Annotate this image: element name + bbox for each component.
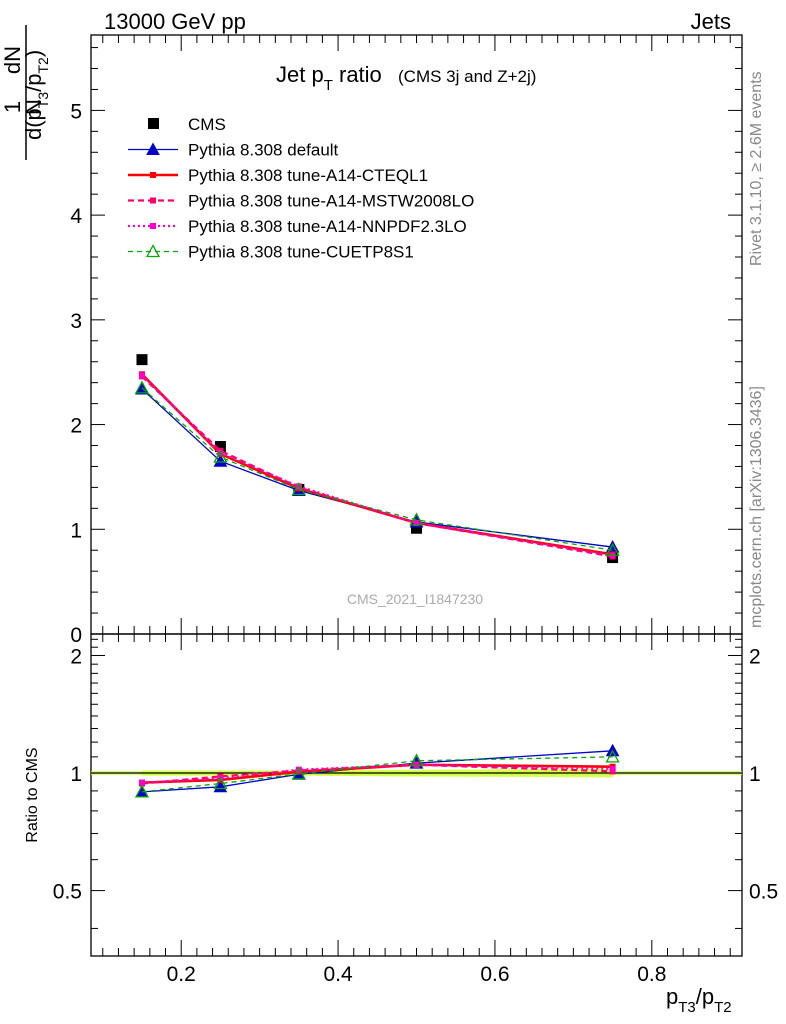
legend-label-nnpdf: Pythia 8.308 tune-A14-NNPDF2.3LO bbox=[188, 217, 467, 236]
ratio-y-tick-label-left: 0.5 bbox=[53, 881, 82, 904]
legend-label-default: Pythia 8.308 default bbox=[188, 141, 339, 160]
x-tick-label: 0.4 bbox=[323, 963, 353, 986]
ratio-marker-nnpdf bbox=[609, 765, 616, 772]
main-y-tick-label: 2 bbox=[70, 415, 82, 438]
legend-marker-cteql1 bbox=[150, 172, 156, 178]
ratio-marker-cuetp8s1 bbox=[605, 749, 620, 763]
main-marker-nnpdf bbox=[138, 372, 145, 379]
main-marker-cuetp8s1 bbox=[134, 380, 150, 394]
legend-marker-mstw bbox=[150, 197, 156, 204]
legend: CMS Pythia 8.308 default Pythia 8.308 tune… bbox=[128, 115, 474, 262]
main-marker-cuetp8s1 bbox=[409, 512, 424, 526]
plot-title-main: Jet p bbox=[276, 62, 324, 87]
ratio-y-tick-label-left: 1 bbox=[70, 763, 82, 786]
cms-data-point bbox=[214, 441, 226, 453]
ratio-y-axis-label: Ratio to CMS bbox=[24, 747, 41, 842]
cms-data-point bbox=[411, 522, 422, 534]
header-right: Jets bbox=[691, 9, 731, 34]
legend-label-mstw: Pythia 8.308 tune-A14-MSTW2008LO bbox=[188, 192, 474, 211]
legend-entry-mstw: Pythia 8.308 tune-A14-MSTW2008LO bbox=[128, 192, 474, 211]
main-axis-ticks: 0 1 2 3 4 5 bbox=[70, 35, 742, 647]
x-tick-label: 0.8 bbox=[637, 963, 666, 986]
ratio-marker-nnpdf bbox=[413, 761, 420, 768]
main-y-axis-label: 1 N dN d(pT3/pT2) bbox=[0, 25, 51, 160]
main-y-tick-label: 0 bbox=[70, 624, 82, 647]
legend-entry-cteql1: Pythia 8.308 tune-A14-CTEQL1 bbox=[128, 166, 428, 185]
legend-entry-cuetp8s1: Pythia 8.308 tune-CUETP8S1 bbox=[128, 243, 414, 262]
plot-title-rest: ratio bbox=[333, 62, 382, 87]
main-line-nnpdf bbox=[141, 374, 613, 557]
ratio-line-nnpdf bbox=[141, 763, 613, 784]
main-y-tick-label: 5 bbox=[70, 100, 82, 123]
y-label-dN: dN bbox=[0, 46, 25, 74]
ratio-marker-nnpdf bbox=[138, 779, 145, 786]
ratio-y-tick-label-right: 1 bbox=[749, 763, 761, 786]
main-marker-default bbox=[213, 454, 228, 467]
legend-label-cteql1: Pythia 8.308 tune-A14-CTEQL1 bbox=[188, 166, 428, 185]
plot-title: Jet pT ratio bbox=[276, 62, 382, 94]
y-label-N: N bbox=[21, 99, 46, 115]
main-marker-cuetp8s1 bbox=[291, 482, 306, 496]
main-marker-cuetp8s1 bbox=[213, 449, 228, 463]
ratio-marker-cuetp8s1 bbox=[213, 776, 228, 790]
legend-swatch-cms bbox=[148, 118, 159, 129]
legend-marker-cuetp8s1 bbox=[145, 244, 161, 258]
main-line-default bbox=[141, 388, 613, 548]
ratio-marker-cuetp8s1 bbox=[291, 766, 306, 780]
analysis-id: CMS_2021_I1847230 bbox=[347, 591, 483, 607]
main-y-tick-label: 3 bbox=[70, 310, 82, 333]
main-marker-cuetp8s1 bbox=[605, 542, 620, 556]
mcplots-label: mcplots.cern.ch [arXiv:1306.3436] bbox=[748, 386, 765, 628]
ratio-marker-cuetp8s1 bbox=[134, 784, 150, 798]
x-tick-label: 0.6 bbox=[480, 963, 509, 986]
ratio-panel-frame bbox=[90, 633, 743, 957]
legend-entry-nnpdf: Pythia 8.308 tune-A14-NNPDF2.3LO bbox=[128, 217, 467, 236]
legend-marker-nnpdf bbox=[150, 223, 156, 229]
ratio-y-tick-label-left: 2 bbox=[70, 645, 82, 668]
plot-title-sub: T bbox=[324, 77, 333, 94]
ratio-marker-cuetp8s1 bbox=[409, 753, 424, 767]
main-line-cuetp8s1 bbox=[141, 387, 613, 551]
main-marker-nnpdf bbox=[217, 449, 224, 456]
rivet-label: Rivet 3.1.10, ≥ 2.6M events bbox=[748, 71, 765, 266]
main-line-mstw bbox=[141, 375, 613, 558]
cms-data-point bbox=[136, 354, 148, 366]
cms-uncertainty-band bbox=[91, 768, 742, 778]
ratio-marker-nnpdf bbox=[295, 766, 302, 773]
header-left: 13000 GeV pp bbox=[104, 9, 246, 34]
y-label-one: 1 bbox=[0, 101, 25, 113]
main-y-tick-label: 1 bbox=[70, 519, 82, 542]
legend-label-cuetp8s1: Pythia 8.308 tune-CUETP8S1 bbox=[188, 243, 414, 262]
x-tick-label: 0.2 bbox=[167, 963, 196, 986]
main-marker-nnpdf bbox=[295, 483, 302, 490]
main-y-tick-label: 4 bbox=[70, 205, 82, 228]
main-series-layer bbox=[134, 354, 620, 564]
legend-label-cms: CMS bbox=[188, 115, 226, 134]
y-label-denominator: d(pT3/pT2) bbox=[21, 50, 51, 140]
plot-title-small: (CMS 3j and Z+2j) bbox=[398, 67, 536, 86]
legend-entry-default: Pythia 8.308 default bbox=[128, 141, 339, 160]
x-axis-label: pT3/pT2 bbox=[666, 984, 732, 1016]
legend-entry-cms: CMS bbox=[148, 115, 226, 134]
ratio-y-tick-label-right: 2 bbox=[749, 645, 761, 668]
legend-marker-default bbox=[146, 142, 160, 155]
ratio-axis-ticks: 0.5 0.5 1 1 2 2 0.2 0.4 0.6 0.8 bbox=[53, 634, 778, 986]
main-line-cteql1 bbox=[141, 373, 613, 556]
main-marker-nnpdf bbox=[413, 519, 420, 526]
ratio-series-layer bbox=[134, 743, 620, 798]
ratio-line-cuetp8s1 bbox=[141, 756, 613, 793]
ratio-y-tick-label-right: 0.5 bbox=[749, 881, 778, 904]
